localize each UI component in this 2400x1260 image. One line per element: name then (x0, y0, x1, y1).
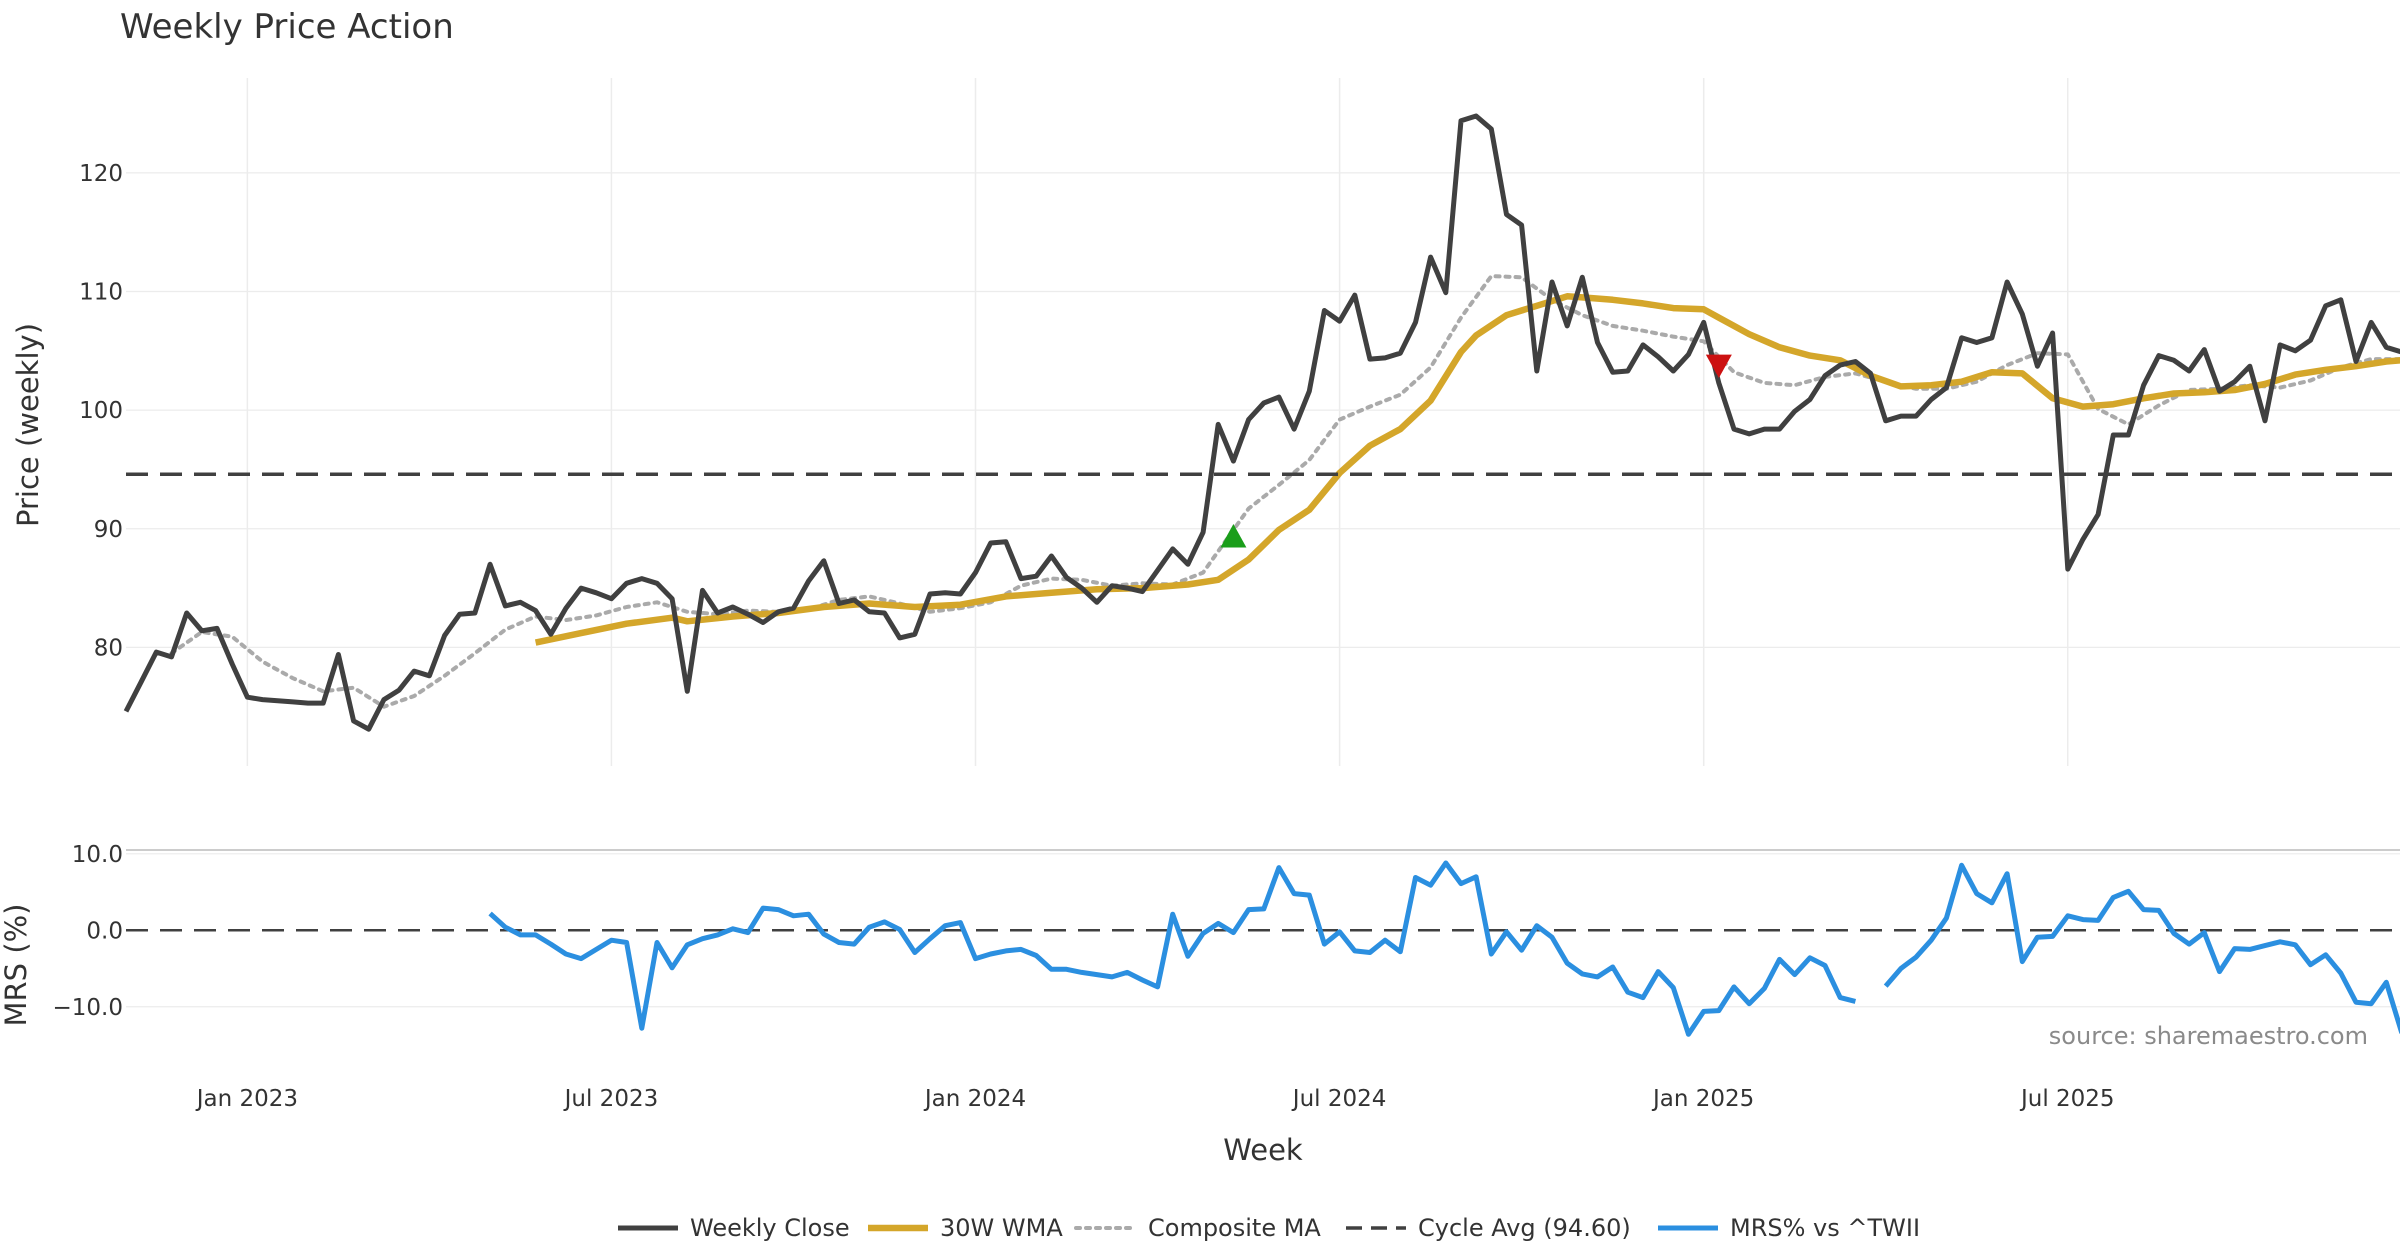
composite-ma-line (169, 274, 2400, 709)
mrs-y-tick-label: −10.0 (53, 995, 123, 1021)
mrs-line-segment (488, 860, 1857, 1037)
x-tick-label: Jul 2024 (1291, 1086, 1387, 1112)
price-y-tick-label: 120 (79, 161, 123, 187)
legend: Weekly Close 30W WMA Composite MA Cycle Avg… (618, 1214, 1920, 1242)
price-series-group (123, 113, 2400, 732)
price-signal-markers (1220, 354, 1732, 548)
mrs-line-segment (1883, 862, 2400, 1034)
legend-label: Composite MA (1148, 1214, 1321, 1242)
mrs-y-axis-title: MRS (%) (0, 904, 33, 1027)
price-y-tick-label: 80 (94, 635, 123, 661)
legend-item: Weekly Close (618, 1214, 850, 1242)
source-label: source: sharemaestro.com (2049, 1022, 2368, 1050)
30w-wma-line (534, 293, 2400, 646)
mrs-y-ticks: 10.0 0.0 −10.0 (53, 842, 123, 1021)
mrs-series-group (126, 860, 2400, 1037)
sell-signal-marker (1705, 354, 1732, 379)
mrs-y-tick-label: 0.0 (86, 918, 123, 944)
legend-item: Cycle Avg (94.60) (1346, 1214, 1631, 1242)
price-y-axis-title: Price (weekly) (11, 323, 45, 527)
legend-item: 30W WMA (868, 1214, 1063, 1242)
x-tick-label: Jul 2025 (2019, 1086, 2115, 1112)
legend-item: MRS% vs ^TWII (1658, 1214, 1920, 1242)
price-y-tick-label: 110 (79, 280, 123, 306)
x-axis-ticks: Jan 2023 Jul 2023 Jan 2024 Jul 2024 Jan 2025… (195, 1086, 2115, 1112)
mrs-panel: 10.0 0.0 −10.0 MRS (%) source: sharemaestr… (0, 842, 2400, 1050)
legend-label: MRS% vs ^TWII (1730, 1214, 1920, 1242)
legend-label: Weekly Close (690, 1214, 850, 1242)
x-axis-title: Week (1223, 1133, 1303, 1167)
price-y-tick-label: 90 (94, 517, 123, 543)
x-tick-label: Jan 2023 (195, 1086, 298, 1112)
price-y-tick-label: 100 (79, 398, 123, 424)
price-y-ticks: 80 90 100 110 120 (79, 161, 123, 661)
price-panel: 80 90 100 110 120 Price (weekly) (11, 78, 2400, 766)
price-gridlines (126, 78, 2400, 766)
legend-item: Composite MA (1074, 1214, 1321, 1242)
weekly-close-line (123, 113, 2400, 732)
legend-label: Cycle Avg (94.60) (1418, 1214, 1631, 1242)
legend-label: 30W WMA (940, 1214, 1063, 1242)
x-tick-label: Jul 2023 (563, 1086, 659, 1112)
x-tick-label: Jan 2025 (1651, 1086, 1754, 1112)
chart-title: Weekly Price Action (120, 7, 454, 47)
mrs-y-tick-label: 10.0 (72, 842, 123, 868)
mrs-gridlines (126, 849, 2400, 1008)
x-tick-label: Jan 2024 (923, 1086, 1026, 1112)
buy-signal-marker (1220, 524, 1247, 548)
